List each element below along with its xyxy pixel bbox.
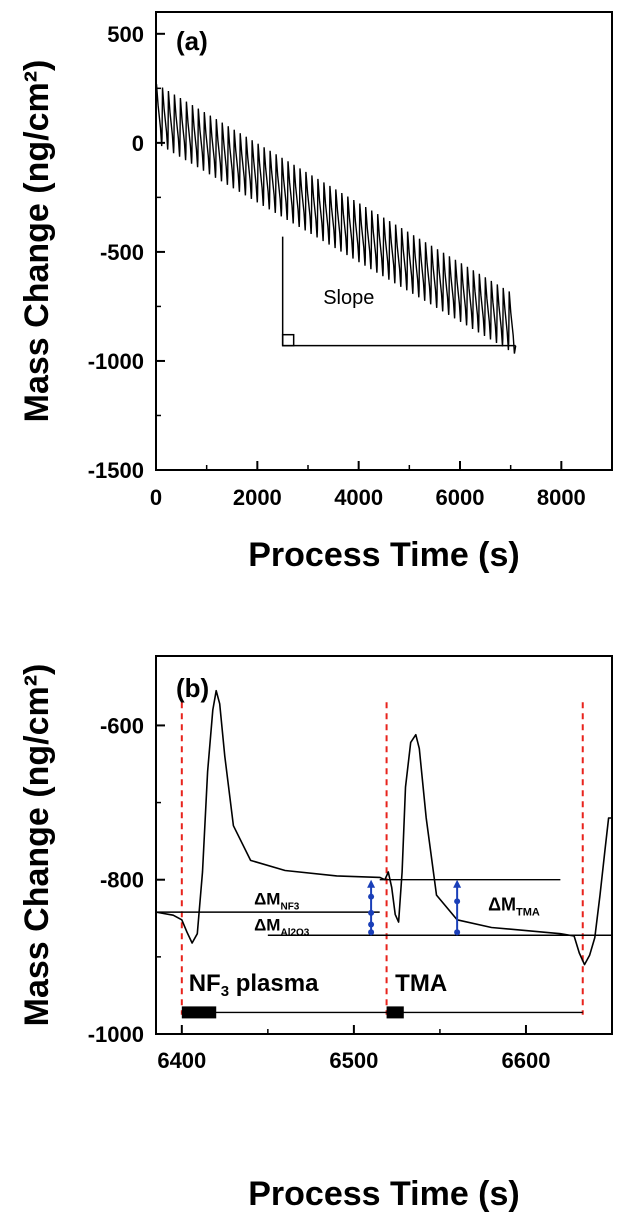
- panel-a: Slope 0 2000 4000 6000 8000 500 0 -500 -1000 -150…: [18, 11, 613, 574]
- panel-a-series-line: [155, 83, 517, 354]
- panel-a-ticks: 0 2000 4000 6000 8000 500 0 -500 -1000 -1500: [88, 22, 586, 510]
- panel-b-label-nf3-plasma: NF3 plasma: [189, 970, 319, 1000]
- panel-b-delta-dot: [368, 909, 375, 916]
- panel-b-x-tick-label: 6400: [157, 1048, 206, 1073]
- panel-b-plot-frame: [155, 655, 613, 1035]
- panel-a-y-axis-title: Mass Change (ng/cm²): [18, 60, 56, 423]
- panel-b-y-tick-label: -1000: [88, 1022, 144, 1047]
- panel-b-label-dm-al2o3-main: ΔM: [254, 916, 280, 935]
- panel-b-x-axis-title: Process Time (s): [248, 1175, 520, 1213]
- panel-a-x-tick-label: 0: [150, 485, 162, 510]
- panel-b-x-tick-label: 6500: [329, 1048, 378, 1073]
- panel-b-label-dm-nf3: ΔMNF3: [254, 889, 300, 912]
- panel-b-label-dm-nf3-subscript: NF3: [280, 901, 299, 912]
- panel-b-y-tick-label: -600: [100, 713, 144, 738]
- panel-a-y-tick-label: -1000: [88, 349, 144, 374]
- panel-b-delta-dot: [368, 893, 375, 900]
- panel-a-y-tick-label: -500: [100, 240, 144, 265]
- panel-b-ticks: 6400 6500 6600 -600 -800 -1000: [88, 713, 551, 1073]
- panel-a-x-tick-label: 6000: [436, 485, 485, 510]
- panel-b-timeline-block: [386, 1006, 404, 1019]
- panel-b-y-axis-title: Mass Change (ng/cm²): [18, 664, 56, 1027]
- panel-b-label-dm-al2o3-subscript: Al2O3: [280, 928, 309, 939]
- panel-a-slope-label: Slope: [323, 287, 374, 309]
- panel-b-label-dm-tma-main: ΔM: [488, 895, 516, 915]
- panel-a-label: (a): [176, 26, 208, 56]
- panel-a-x-tick-label: 2000: [233, 485, 282, 510]
- panel-b-y-tick-label: -800: [100, 868, 144, 893]
- panel-a-x-tick-label: 4000: [334, 485, 383, 510]
- panel-a-x-axis-title: Process Time (s): [248, 536, 520, 574]
- panel-b-label-nf3-plasma-main: NF: [189, 970, 221, 997]
- panel-a-right-angle-marker: [281, 333, 295, 347]
- panel-b-label: (b): [176, 673, 209, 703]
- panel-a-y-tick-label: -1500: [88, 458, 144, 483]
- panel-b-delta-dot: [454, 929, 461, 936]
- panel-b-series-line: [155, 689, 612, 966]
- panel-b-label-dm-al2o3: ΔMAl2O3: [254, 916, 310, 939]
- panel-b-timeline-block: [181, 1006, 217, 1019]
- panel-b-label-nf3-plasma-rest: plasma: [229, 970, 319, 997]
- panel-b-delta-arrowhead: [453, 879, 462, 888]
- panel-a-plot-frame: [155, 11, 613, 471]
- panel-b-label-dm-tma: ΔMTMA: [488, 895, 540, 919]
- panel-b-delta-dot: [454, 898, 461, 905]
- panel-b-label-tma: TMA: [395, 970, 447, 997]
- panel-b-delta-arrowhead: [367, 879, 376, 888]
- panel-b-label-dm-nf3-main: ΔM: [254, 889, 280, 908]
- panel-a-y-tick-label: 500: [107, 22, 144, 47]
- panel-b-label-nf3-plasma-subscript: 3: [221, 983, 229, 1000]
- panel-a-plot-content: Slope: [155, 83, 517, 354]
- panel-a-x-tick-label: 8000: [537, 485, 586, 510]
- panel-b-label-dm-tma-subscript: TMA: [516, 907, 540, 919]
- panel-b-delta-dot: [368, 929, 375, 936]
- panel-b-x-tick-label: 6600: [501, 1048, 550, 1073]
- panel-a-y-tick-label: 0: [132, 131, 144, 156]
- panel-b-delta-dot: [368, 921, 375, 928]
